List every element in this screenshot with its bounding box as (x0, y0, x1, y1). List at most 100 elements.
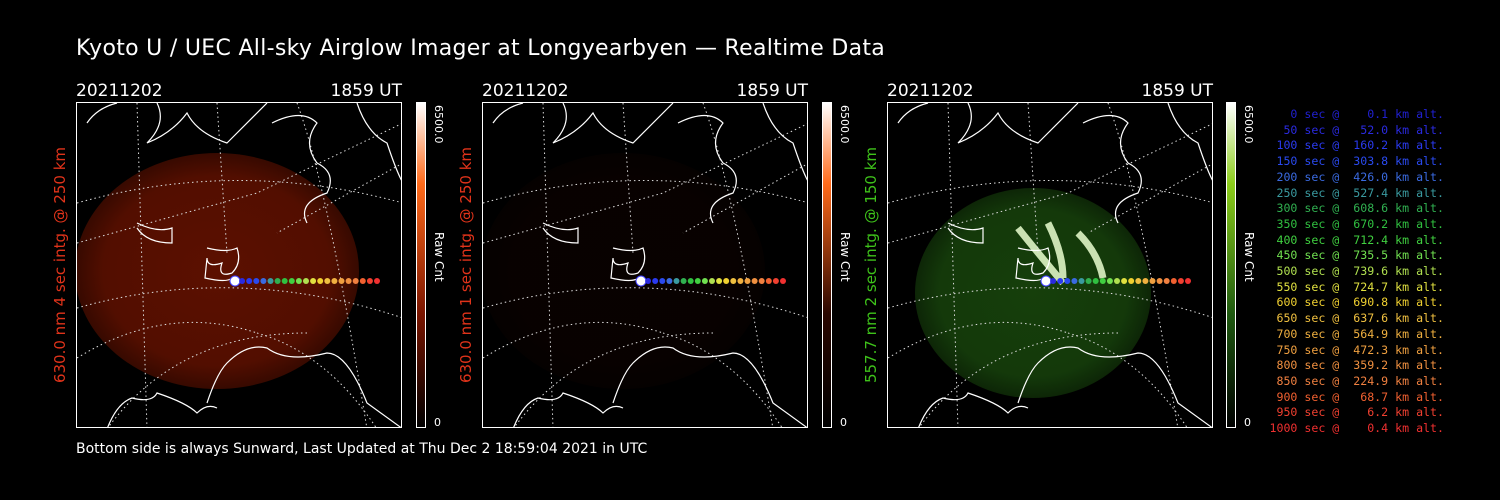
trajectory-point (229, 275, 241, 287)
trajectory-point (1121, 278, 1128, 284)
coastline-path (542, 222, 579, 244)
airglow-disk (483, 153, 765, 389)
colorbar-unit: Raw Cnt (838, 232, 852, 282)
trajectory-point (239, 278, 246, 284)
trajectory (635, 275, 786, 287)
trajectory-point (744, 278, 751, 284)
grid-line (296, 103, 368, 427)
coastline-path (897, 103, 929, 124)
trajectory-point (694, 278, 701, 284)
legend-entry: 700 sec @ 564.9 km alt. (1269, 326, 1444, 341)
coastline-path (957, 103, 1079, 144)
sky-map (77, 103, 401, 427)
legend-entry: 750 sec @ 472.3 km alt. (1269, 342, 1444, 357)
grid-line (702, 103, 774, 427)
colorbar-unit: Raw Cnt (1242, 232, 1256, 282)
trajectory-point (1149, 278, 1156, 284)
trajectory-point (1106, 278, 1113, 284)
trajectory-point (260, 278, 267, 284)
panel-time: 1859 UT (736, 81, 809, 101)
legend-entry: 950 sec @ 6.2 km alt. (1269, 405, 1444, 420)
trajectory-point (1185, 278, 1191, 284)
coastline-path (552, 103, 674, 144)
grid-line (107, 332, 308, 427)
legend-entry: 200 sec @ 426.0 km alt. (1269, 169, 1444, 184)
trajectory-point (652, 278, 659, 284)
trajectory-point (666, 278, 673, 284)
colorbar-max: 6500.0 (1242, 105, 1255, 144)
trajectory-point (758, 278, 765, 284)
coastline (492, 103, 807, 427)
trajectory-point (780, 278, 786, 284)
legend-entry: 550 sec @ 724.7 km alt. (1269, 279, 1444, 294)
trajectory-point (288, 278, 295, 284)
trajectory-point (295, 278, 302, 284)
grid-line (136, 103, 148, 427)
trajectory-point (673, 278, 680, 284)
grid-line (1087, 163, 1212, 234)
trajectory-point (359, 278, 366, 284)
legend-entry: 250 sec @ 527.4 km alt. (1269, 185, 1444, 200)
page-title: Kyoto U / UEC All-sky Airglow Imager at … (76, 36, 886, 61)
trajectory-point (324, 278, 331, 284)
colorbar-min: 0 (1244, 416, 1251, 429)
trajectory-point (345, 278, 352, 284)
coastline-path (492, 103, 524, 124)
trajectory (229, 275, 380, 287)
sky-map (888, 103, 1212, 427)
colorbar-min: 0 (434, 416, 441, 429)
airglow-disk (77, 153, 359, 389)
panel-date: 20211202 (482, 81, 569, 101)
grid-line (542, 103, 554, 427)
legend-entry: 400 sec @ 712.4 km alt. (1269, 232, 1444, 247)
grid-line (483, 287, 807, 318)
coastline-path (947, 222, 984, 244)
trajectory-point (1142, 278, 1149, 284)
panel-date: 20211202 (76, 81, 163, 101)
legend-entry: 300 sec @ 608.6 km alt. (1269, 201, 1444, 216)
trajectory-point (645, 278, 652, 284)
lat-lon-grid (483, 103, 807, 427)
legend-entry: 650 sec @ 637.6 km alt. (1269, 311, 1444, 326)
sky-map (483, 103, 807, 427)
coastline (897, 103, 1212, 427)
legend-entry: 350 sec @ 670.2 km alt. (1269, 216, 1444, 231)
grid-line (276, 163, 401, 234)
trajectory-point (310, 278, 317, 284)
panel-time: 1859 UT (330, 81, 403, 101)
legend-entry: 150 sec @ 303.8 km alt. (1269, 154, 1444, 169)
trajectory-point (1114, 278, 1120, 284)
colorbar-max: 6500.0 (838, 105, 851, 144)
legend-entry: 800 sec @ 359.2 km alt. (1269, 358, 1444, 373)
legend-entry: 450 sec @ 735.5 km alt. (1269, 248, 1444, 263)
coastline (86, 103, 401, 427)
trajectory-point (737, 278, 744, 284)
coastline-path (612, 346, 807, 427)
coastline-path (918, 392, 1029, 427)
legend-entry: 100 sec @ 160.2 km alt. (1269, 138, 1444, 153)
lat-lon-grid (77, 103, 401, 427)
trajectory-point (723, 278, 730, 284)
trajectory-point (1163, 278, 1170, 284)
trajectory-point (1135, 278, 1142, 284)
trajectory-legend: 0 sec @ 0.1 km alt. 50 sec @ 52.0 km alt… (1262, 107, 1444, 437)
trajectory-point (1177, 278, 1184, 284)
trajectory-point (680, 278, 687, 284)
trajectory-point (659, 278, 666, 284)
legend-entry: 1000 sec @ 0.4 km alt. (1269, 421, 1444, 436)
trajectory-point (716, 278, 723, 284)
trajectory-point (772, 278, 779, 284)
coastline-path (762, 103, 807, 181)
grid-line (77, 287, 401, 318)
coastline-path (677, 114, 737, 224)
panel-ylabel: 557.7 nm 2 sec intg. @ 150 km (862, 146, 880, 384)
trajectory-point (1128, 278, 1135, 284)
trajectory-point (246, 278, 253, 284)
trajectory-point (1064, 278, 1071, 284)
coastline-path (1017, 346, 1212, 427)
colorbar-min: 0 (840, 416, 847, 429)
airglow-image-panel (482, 102, 808, 428)
trajectory-point (1078, 278, 1085, 284)
trajectory-point (1071, 278, 1078, 284)
trajectory-point (274, 278, 281, 284)
